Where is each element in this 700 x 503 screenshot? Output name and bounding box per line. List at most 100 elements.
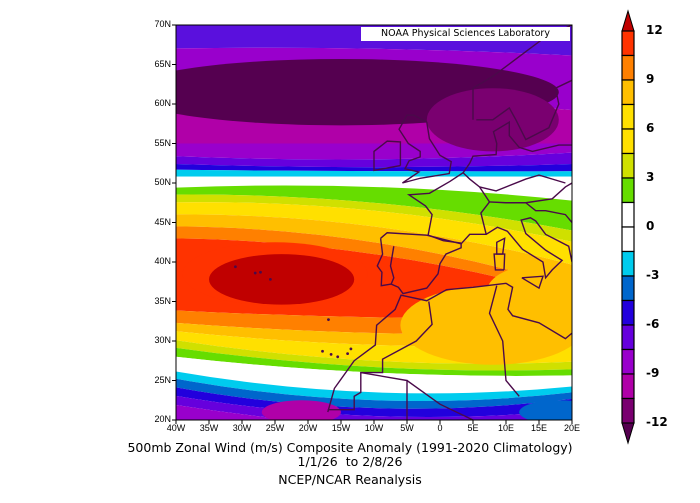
contour-blob [261,400,341,420]
lon-label: 10E [497,423,514,433]
colorbar-box [621,201,635,228]
lat-label: 70N [154,19,171,29]
colorbar-box [621,177,635,204]
colorbar-box [621,226,635,253]
coastline [476,79,572,141]
lat-label: 40N [154,256,171,266]
coastline [406,379,474,420]
colorbar-box [621,152,635,179]
lat-label: 50N [154,177,171,187]
island [259,270,262,274]
colorbar-max-triangle [621,9,635,32]
contour-band [176,371,572,402]
contour-blob [209,254,355,305]
island [336,355,340,359]
colorbar-label: 6 [646,121,655,135]
colorbar-label: 3 [646,170,655,184]
contour-band [176,347,572,376]
island [268,277,272,281]
island [321,349,324,353]
map-title: 500mb Zonal Wind (m/s) Composite Anomaly… [127,440,573,455]
coastline [462,172,491,235]
colorbar-label: 9 [646,72,655,86]
contour-band [176,185,572,231]
colorbar-label: -6 [646,317,660,331]
coastline [327,282,572,413]
contour-blob [486,265,572,322]
coastline [398,114,452,184]
coastline [493,253,506,271]
contour-band [176,176,572,201]
colorbar-box [621,128,635,155]
lon-label: 35W [199,423,219,433]
lat-label: 25N [154,374,171,385]
island [346,352,349,356]
coastline [489,182,572,204]
coastline [406,120,572,236]
colorbar-box [621,103,635,130]
colorbar-label: -9 [646,366,660,380]
lon-label: 15W [331,423,351,433]
lat-label: 55N [154,137,171,148]
coastline [460,217,572,280]
island [234,265,237,269]
lat-label: 65N [154,58,171,69]
lon-label: 15E [530,423,547,433]
contour-band [176,214,572,288]
coastline [488,285,520,397]
coastline [479,174,566,192]
lat-label: 45N [154,216,171,227]
lon-label: 5E [467,423,479,433]
island [253,271,257,275]
island [349,347,353,351]
contour-band [176,387,572,418]
colorbar-label: 0 [646,219,655,233]
colorbar-label: 12 [646,23,663,37]
lat-label: 60N [154,98,171,108]
lat-label: 20N [154,414,171,424]
coastline [521,275,544,290]
colorbar-box [621,299,635,326]
lon-label: 0 [437,423,443,433]
credit-label: NOAA Physical Sciences Laboratory [361,27,570,41]
colorbar-box [621,54,635,81]
contour-blob [519,400,572,420]
contour-band [176,194,572,242]
colorbar-box [621,79,635,106]
lat-label: 35N [154,295,171,306]
contour-band [176,340,572,371]
lon-label: 10W [364,423,384,433]
lon-label: 40W [166,423,186,433]
island [329,353,333,356]
lon-label: 20W [298,423,318,433]
lat-label: 30N [154,335,171,345]
date-range: 1/1/26 to 2/8/26 [297,454,403,469]
colorbar-box [621,275,635,302]
colorbar-box [621,373,635,400]
coastline [389,246,395,285]
lon-label: 30W [232,423,252,433]
contour-band [176,404,291,420]
coastline [427,234,462,244]
contour-band [176,169,572,177]
lon-label: 20E [563,423,580,433]
colorbar-box [621,348,635,375]
colorbar-box [621,324,635,351]
coastline [373,140,402,172]
colorbar-label: -3 [646,268,660,282]
contour-band [176,226,572,296]
colorbar-label: -12 [646,415,668,429]
lon-label: 5W [400,423,414,433]
contour-band [176,378,572,409]
contour-band [176,202,572,265]
colorbar-box [621,397,635,424]
colorbar-box [621,250,635,277]
coastline [525,202,572,223]
colorbar-box [621,30,635,57]
lon-label: 25W [265,423,285,433]
data-source: NCEP/NCAR Reanalysis [278,472,422,487]
island [327,318,330,322]
coastline [327,301,433,411]
